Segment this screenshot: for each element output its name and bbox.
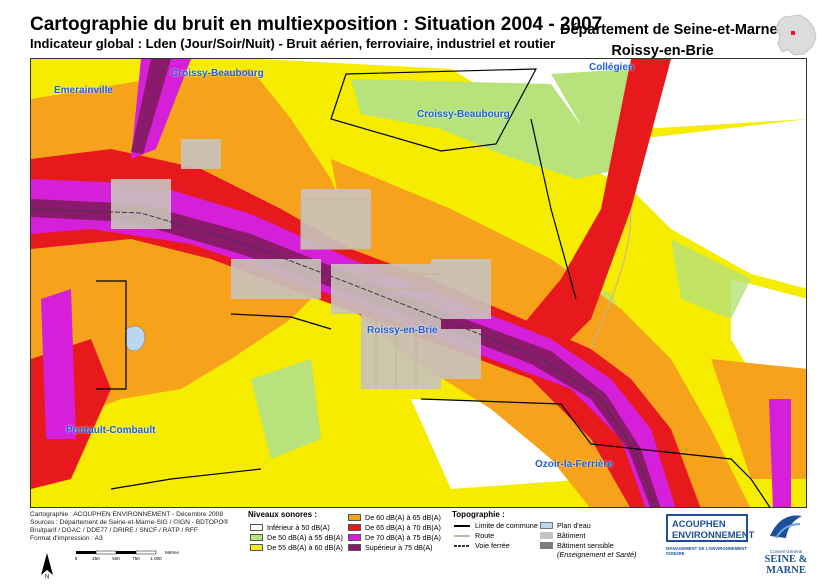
noise-level-legend: Niveaux sonores : Inférieur à 50 dB(A) D…	[248, 510, 441, 552]
scale-tick-label: 0	[75, 556, 78, 561]
north-label: N	[45, 575, 49, 580]
topography-label: Bâtiment sensible	[557, 541, 614, 550]
zone-70-75	[41, 289, 76, 439]
legend-item: De 55 dB(A) à 60 dB(A)	[250, 543, 343, 552]
seine-et-marne-logo-small: Conseil Général	[769, 549, 803, 554]
legend-label: De 60 dB(A) à 65 dB(A)	[365, 513, 441, 522]
zone-70-75	[769, 399, 791, 507]
topography-item: Bâtiment sensible	[540, 541, 614, 550]
legend-label: De 70 dB(A) à 75 dB(A)	[365, 533, 441, 542]
topography-item: Plan d'eau	[540, 521, 591, 530]
topography-label: Bâtiment	[557, 531, 586, 540]
topography-item: Bâtiment	[540, 531, 585, 540]
credit-line: Bruitparif / DGAC / DDE77 / DRIRE / SNCF…	[30, 527, 198, 535]
north-arrow-icon: N	[41, 553, 53, 580]
legend-item: Supérieur à 75 dB(A)	[348, 543, 433, 552]
place-label-pontault-combault: Pontault-Combault	[66, 425, 156, 436]
commune-locator-marker	[791, 31, 795, 35]
legend-item: De 50 dB(A) à 55 dB(A)	[250, 533, 343, 542]
seine-et-marne-logo: Conseil Général SEINE & MARNE	[757, 512, 815, 576]
sensitive-building-note: (Enseignement et Santé)	[557, 550, 637, 559]
place-label-croissy-beaubourg-north: Croissy-Beaubourg	[171, 68, 264, 79]
place-label-ozoir-la-ferriere: Ozoir-la-Ferrière	[535, 459, 613, 470]
noise-map[interactable]: Emerainville Croissy-Beaubourg Croissy-B…	[30, 58, 807, 508]
sensitive-building-swatch	[540, 542, 553, 549]
scale-unit: Mètres	[165, 550, 180, 555]
place-label-roissy-en-brie: Roissy-en-Brie	[367, 325, 438, 336]
building-swatch	[540, 532, 553, 539]
legend-swatch	[250, 544, 263, 551]
legend-item: De 70 dB(A) à 75 dB(A)	[348, 533, 441, 542]
commune-name: Roissy-en-Brie	[611, 43, 714, 59]
scale-tick-label: 500	[112, 556, 120, 561]
railway-line-icon	[454, 544, 470, 547]
place-label-emerainville: Emerainville	[54, 85, 113, 96]
seine-et-marne-logo-line2: MARNE	[766, 565, 806, 576]
credit-line: Format d'impression : A3	[30, 535, 103, 543]
zone-65-70	[511, 59, 671, 359]
department-name: Département de Seine-et-Marne	[560, 22, 778, 38]
water-swatch	[540, 522, 553, 529]
credit-line: Sources : Département de Seine-et-Marne-…	[30, 519, 229, 527]
topography-item: Limite de commune	[454, 521, 538, 530]
map-credits: Cartographie : ACOUPHEN ENVIRONNEMENT - …	[30, 511, 240, 543]
legend-swatch	[348, 534, 361, 541]
department-locator-map	[775, 14, 817, 56]
map-title-block: Cartographie du bruit en multiexposition…	[30, 14, 603, 52]
road-network	[121, 188, 632, 389]
legend-swatch	[348, 524, 361, 531]
legend-label: De 50 dB(A) à 55 dB(A)	[267, 533, 343, 542]
map-title: Cartographie du bruit en multiexposition…	[30, 14, 603, 35]
zone-below-50	[731, 279, 806, 389]
legend-swatch	[250, 534, 263, 541]
legend-label: De 65 dB(A) à 70 dB(A)	[365, 523, 441, 532]
scale-tick-label: 750	[132, 556, 140, 561]
topography-title: Topographie :	[452, 510, 505, 519]
topography-label: Voie ferrée	[475, 541, 510, 550]
topography-item: Route	[454, 531, 494, 540]
place-label-collegien: Collégien	[589, 62, 635, 73]
zone-50-55	[251, 359, 321, 459]
legend-swatch	[250, 524, 263, 531]
zone-50-55	[351, 79, 621, 179]
scale-tick-label: 1 000	[150, 556, 162, 561]
legend-swatch	[348, 514, 361, 521]
acouphen-logo: ACOUPHEN ENVIRONNEMENT MANAGEMENT DE L'E…	[666, 514, 755, 574]
place-label-croissy-beaubourg: Croissy-Beaubourg	[417, 109, 510, 120]
topography-label: Limite de commune	[475, 521, 538, 530]
acouphen-logo-tagline: MANAGEMENT DE L'ENVIRONNEMENT SONORE	[666, 546, 747, 557]
topography-legend: Topographie : Limite de commune Route Vo…	[452, 510, 637, 559]
water-body	[124, 325, 146, 352]
topography-label: Plan d'eau	[557, 521, 591, 530]
acouphen-logo-line2: ENVIRONNEMENT	[672, 529, 755, 540]
legend-item: De 65 dB(A) à 70 dB(A)	[348, 523, 441, 532]
legend-item: De 60 dB(A) à 65 dB(A)	[348, 513, 441, 522]
zone-above-75	[31, 199, 661, 507]
seine-et-marne-logo-line1: SEINE &	[764, 554, 808, 565]
zone-50-55	[551, 69, 631, 169]
scale-tick-label: 250	[92, 556, 100, 561]
legend-item: Inférieur à 50 dB(A)	[250, 523, 330, 532]
road-line-icon	[454, 534, 470, 537]
seine-et-marne-emblem-icon	[770, 515, 802, 539]
railway-line	[31, 208, 656, 507]
noise-map-canvas	[31, 59, 806, 507]
commune-limit	[96, 68, 771, 507]
zone-50-55	[671, 239, 751, 319]
credit-line: Cartographie : ACOUPHEN ENVIRONNEMENT - …	[30, 511, 223, 518]
commune-limit-line-icon	[454, 524, 470, 527]
legend-label: Inférieur à 50 dB(A)	[267, 523, 330, 532]
legend-swatch	[348, 544, 361, 551]
acouphen-logo-line1: ACOUPHEN	[672, 518, 726, 529]
legend-title: Niveaux sonores :	[248, 510, 317, 519]
acouphen-logo-title: ACOUPHEN ENVIRONNEMENT	[666, 514, 755, 542]
topography-label: Route	[475, 531, 495, 540]
scale-bar: 0 250 500 750 1 000 Mètres	[75, 550, 180, 561]
legend-label: De 55 dB(A) à 60 dB(A)	[267, 543, 343, 552]
zone-above-75	[131, 59, 171, 154]
map-subtitle: Indicateur global : Lden (Jour/Soir/Nuit…	[30, 36, 556, 51]
topography-item: Voie ferrée	[454, 541, 510, 550]
department-block: Département de Seine-et-Marne Roissy-en-…	[560, 22, 778, 60]
legend-label: Supérieur à 75 dB(A)	[365, 543, 433, 552]
